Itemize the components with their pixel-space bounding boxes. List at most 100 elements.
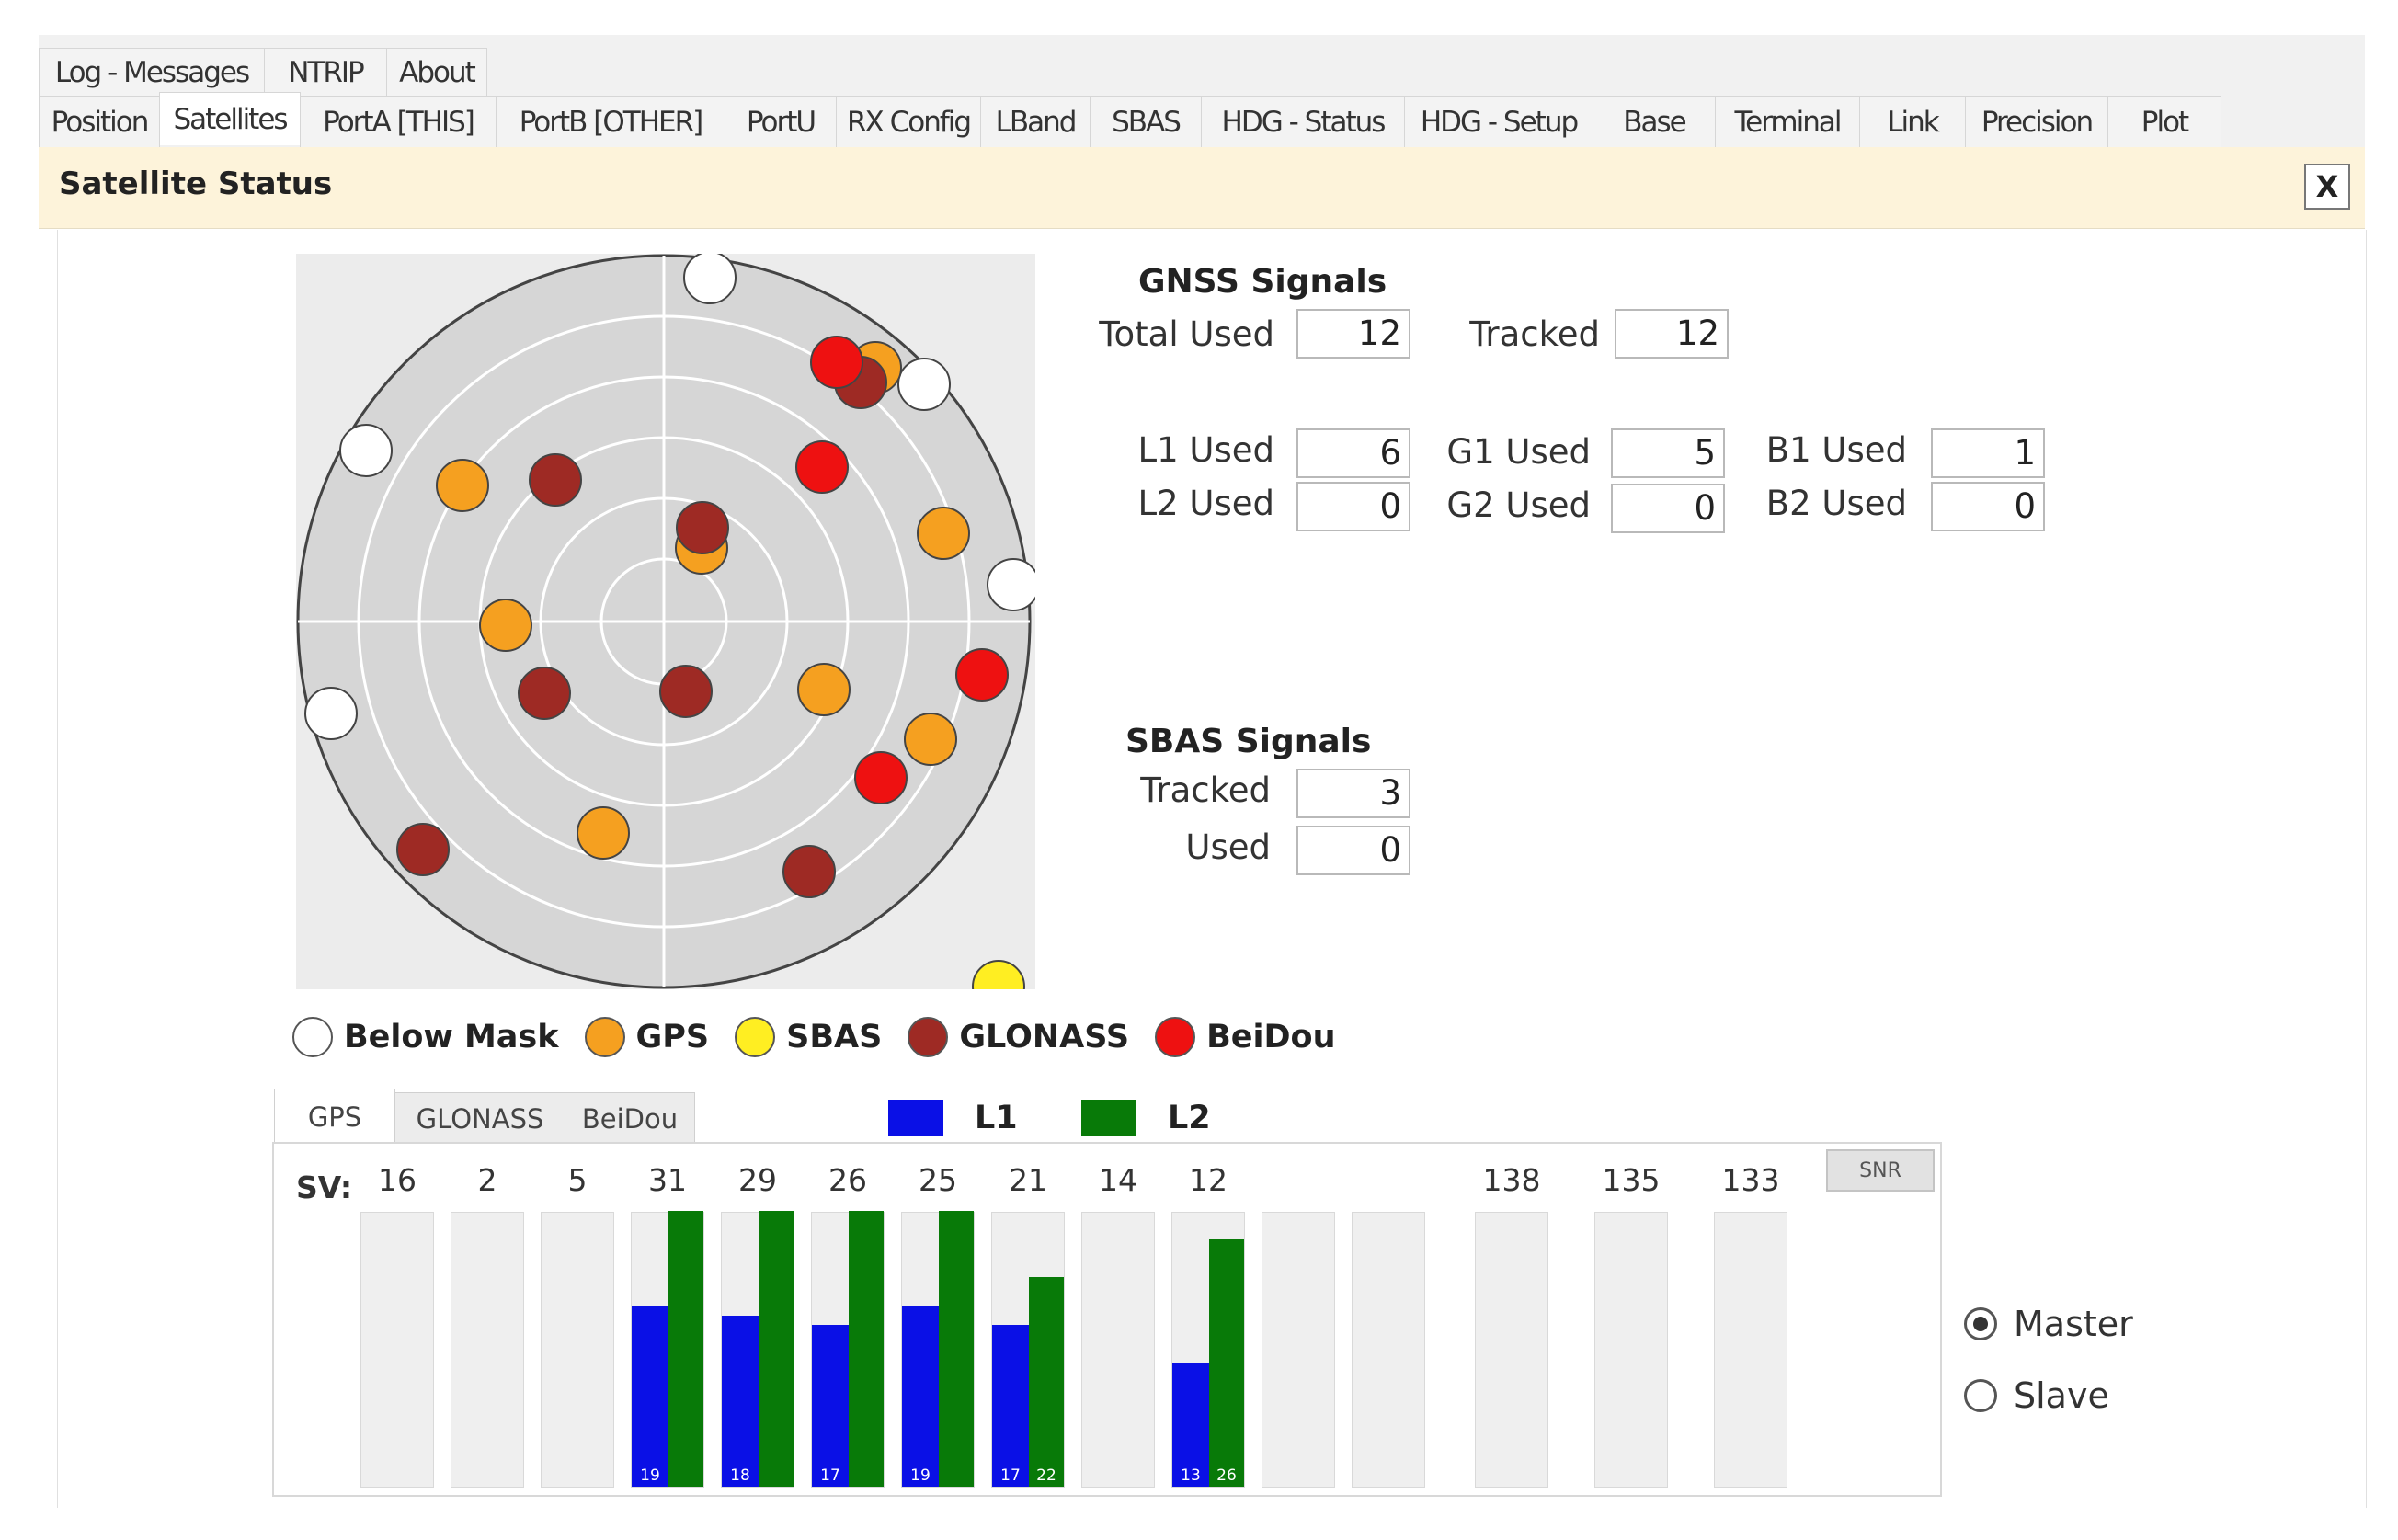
sbas-tracked-label: Tracked xyxy=(1140,770,1271,810)
subtab-gps[interactable]: GPS xyxy=(274,1089,395,1144)
legend-below-mask-label: Below Mask xyxy=(344,1019,559,1055)
b1-used-field: 1 xyxy=(1931,428,2045,478)
snr-column xyxy=(360,1212,434,1488)
sv-number: 2 xyxy=(477,1162,497,1198)
snr-column xyxy=(1081,1212,1155,1488)
legend-gps-swatch xyxy=(584,1017,625,1057)
l2-used-field: 0 xyxy=(1296,482,1410,531)
b2-used-field: 0 xyxy=(1931,482,2045,531)
section-header: Satellite Status X xyxy=(39,147,2365,229)
snr-column: 19 xyxy=(631,1211,704,1488)
sv-number: 16 xyxy=(378,1162,417,1198)
snr-column: 19 xyxy=(901,1211,975,1488)
slave-radio[interactable]: Slave xyxy=(1964,1375,2109,1416)
legend-l1: L1 xyxy=(888,1100,1018,1136)
tab-link[interactable]: Link xyxy=(1859,96,1966,147)
b2-used-label: B2 Used xyxy=(1765,484,1907,523)
l1-bar: 18 xyxy=(722,1316,759,1487)
tab-base[interactable]: Base xyxy=(1593,96,1716,147)
l1-swatch xyxy=(888,1100,943,1136)
close-button[interactable]: X xyxy=(2304,164,2350,210)
legend-gps-label: GPS xyxy=(635,1019,710,1055)
g2-used-label: G2 Used xyxy=(1446,485,1591,525)
l2-bar xyxy=(759,1211,794,1487)
satellite-gps xyxy=(436,459,489,512)
tab-rx-config[interactable]: RX Config xyxy=(836,96,981,147)
master-radio[interactable]: Master xyxy=(1964,1304,2133,1344)
sv-number: 26 xyxy=(828,1162,867,1198)
tab-portu[interactable]: PortU xyxy=(725,96,837,147)
total-used-label: Total Used xyxy=(1099,314,1274,354)
sv-number: 133 xyxy=(1721,1162,1780,1198)
legend-glonass-label: GLONASS xyxy=(959,1019,1130,1055)
tab-terminal[interactable]: Terminal xyxy=(1715,96,1860,147)
legend-sbas: SBAS xyxy=(735,1017,882,1057)
sv-label: SV: xyxy=(296,1169,353,1205)
satellite-beidou xyxy=(810,336,863,389)
satellite-panel xyxy=(57,230,2367,1508)
tab-about[interactable]: About xyxy=(386,48,487,96)
tab-sbas[interactable]: SBAS xyxy=(1090,96,1202,147)
radio-selected-dot xyxy=(1973,1317,1988,1331)
sv-number: 135 xyxy=(1602,1162,1661,1198)
snr-column xyxy=(1714,1212,1787,1488)
l1-bar: 17 xyxy=(812,1325,849,1487)
tab-lband[interactable]: LBand xyxy=(980,96,1091,147)
satellite-beidou xyxy=(854,751,908,804)
l2-legend-label: L2 xyxy=(1168,1100,1211,1136)
sv-number: 5 xyxy=(567,1162,588,1198)
l1-used-field: 6 xyxy=(1296,428,1410,478)
snr-column xyxy=(541,1212,614,1488)
legend-below-mask: Below Mask xyxy=(292,1017,559,1057)
snr-column xyxy=(1594,1212,1668,1488)
legend-glonass-swatch xyxy=(908,1017,949,1057)
l1-bar-value: 18 xyxy=(730,1466,750,1485)
l1-bar: 19 xyxy=(632,1306,668,1487)
tab-plot[interactable]: Plot xyxy=(2107,96,2221,147)
sv-number: 138 xyxy=(1482,1162,1541,1198)
l1-bar: 13 xyxy=(1172,1363,1209,1487)
subtab-glonass[interactable]: GLONASS xyxy=(394,1092,565,1144)
satellite-glonass xyxy=(518,667,571,720)
snr-button[interactable]: SNR xyxy=(1826,1149,1935,1192)
snr-column xyxy=(1475,1212,1548,1488)
satellite-glonass xyxy=(782,845,836,898)
legend-below-mask-swatch xyxy=(292,1017,333,1057)
legend-beidou: BeiDou xyxy=(1155,1017,1336,1057)
satellite-glonass xyxy=(676,501,729,554)
satellite-below-mask xyxy=(987,558,1035,611)
tab-ntrip[interactable]: NTRIP xyxy=(264,48,387,96)
l1-bar: 19 xyxy=(902,1306,939,1487)
total-used-field: 12 xyxy=(1296,309,1410,359)
slave-radio-circle[interactable] xyxy=(1964,1379,1997,1412)
legend-beidou-label: BeiDou xyxy=(1206,1019,1336,1055)
l2-bar-value: 26 xyxy=(1216,1466,1237,1485)
l2-bar xyxy=(939,1211,974,1487)
tab-satellites[interactable]: Satellites xyxy=(159,92,301,145)
snr-column xyxy=(1352,1212,1425,1488)
l2-bar: 22 xyxy=(1029,1277,1064,1487)
tab-portb-other[interactable]: PortB [OTHER] xyxy=(496,96,725,147)
master-radio-circle[interactable] xyxy=(1964,1307,1997,1340)
b1-used-label: B1 Used xyxy=(1765,430,1907,470)
constellation-legend: Below Mask GPS SBAS GLONASS BeiDou xyxy=(292,1010,1362,1065)
tab-hdg-status[interactable]: HDG - Status xyxy=(1201,96,1405,147)
tab-position[interactable]: Position xyxy=(39,96,160,147)
l1-bar-value: 17 xyxy=(820,1466,840,1485)
l1-used-label: L1 Used xyxy=(1137,430,1274,470)
l2-bar: 26 xyxy=(1209,1239,1244,1487)
legend-glonass: GLONASS xyxy=(908,1017,1129,1057)
g1-used-label: G1 Used xyxy=(1446,432,1591,472)
subtab-beidou[interactable]: BeiDou xyxy=(565,1092,695,1144)
tab-row-top: Log - Messages NTRIP About xyxy=(39,48,487,96)
tab-log-messages[interactable]: Log - Messages xyxy=(39,48,265,96)
tab-porta-this[interactable]: PortA [THIS] xyxy=(300,96,497,147)
tracked-label: Tracked xyxy=(1469,314,1600,354)
snr-column: 17 22 xyxy=(991,1212,1065,1488)
g2-used-field: 0 xyxy=(1611,484,1725,533)
sv-number: 21 xyxy=(1009,1162,1047,1198)
snr-column: 18 xyxy=(721,1211,794,1488)
sky-plot xyxy=(296,254,1035,989)
tab-hdg-setup[interactable]: HDG - Setup xyxy=(1404,96,1593,147)
tab-precision[interactable]: Precision xyxy=(1965,96,2108,147)
